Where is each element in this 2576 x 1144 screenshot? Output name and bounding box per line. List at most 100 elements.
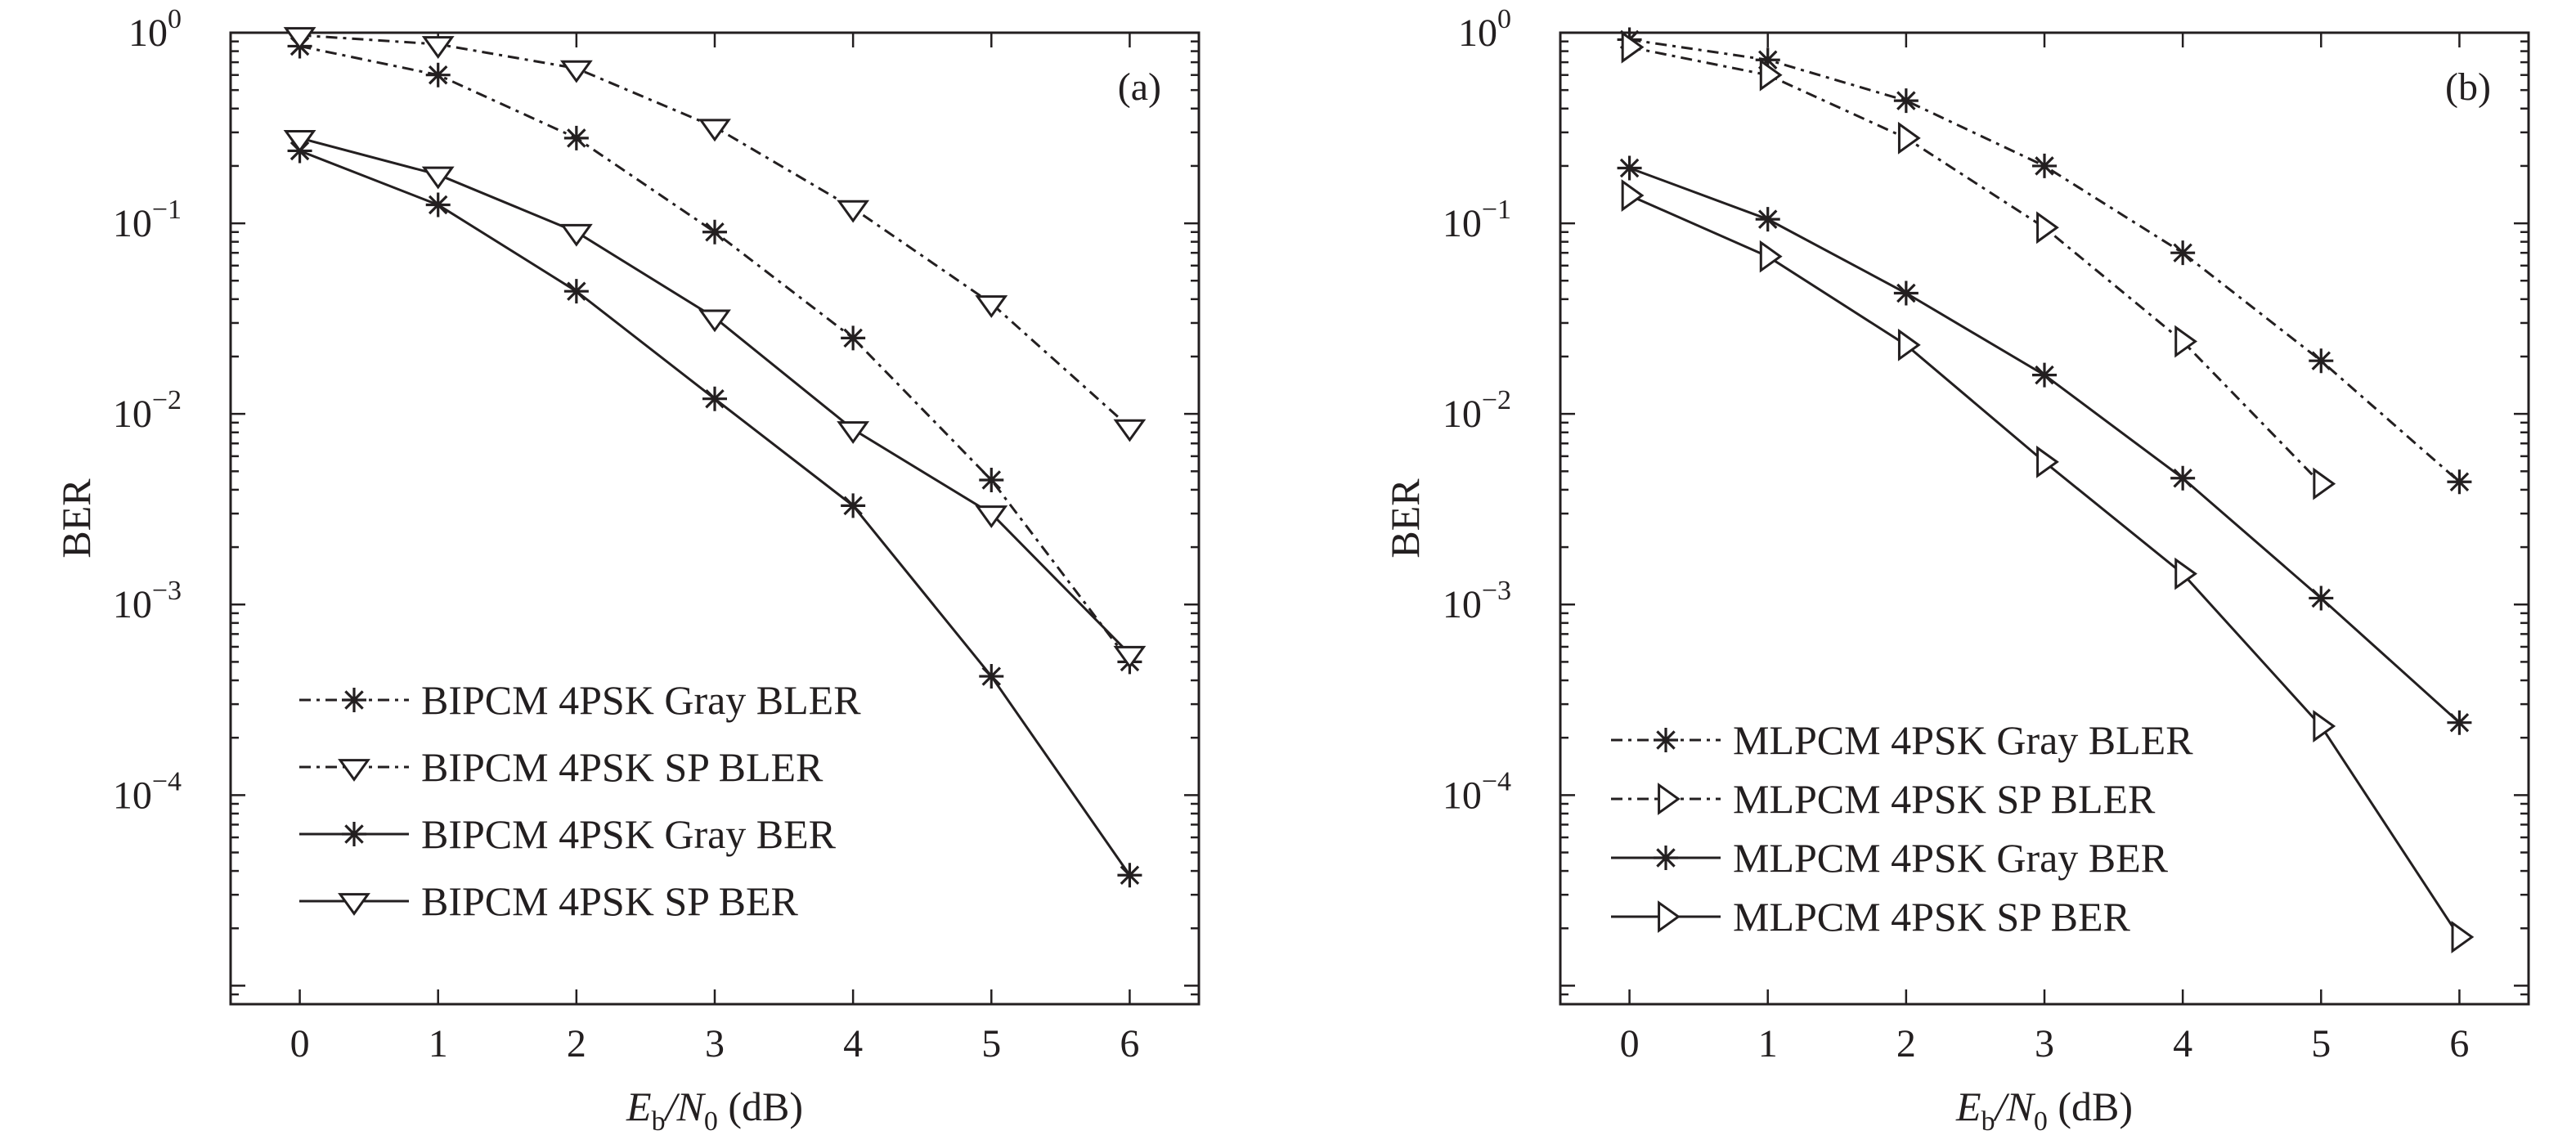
x-axis: 0 1 2 3 4 5 6 [1620,33,2469,1065]
series-bipcm-4psk-sp-bler [283,27,1147,442]
data-point [975,295,1008,318]
data-point [2036,211,2059,245]
data-point [1759,240,1783,273]
x-tick-label: 5 [981,1022,1001,1065]
y-axis-label: BER [1382,478,1428,559]
data-point [841,325,866,351]
y-tick-base: 10 [1443,202,1482,245]
legend-marker [342,822,366,846]
data-point [975,505,1008,528]
y-tick-exponent: −4 [1482,766,1511,796]
y-tick-exponent: −1 [1482,195,1511,225]
x-tick-label: 5 [2311,1022,2331,1065]
data-point [2032,362,2057,388]
legend-marker [1658,900,1681,933]
y-tick-exponent: −3 [152,576,182,606]
legend-marker [1654,728,1678,752]
series-mlpcm-4psk-sp-bler [1621,30,2336,500]
data-point [1759,58,1783,92]
x-label-sub1: b [1981,1106,1995,1137]
legend-marker [338,759,370,782]
data-point [841,493,866,518]
data-point [2451,920,2475,953]
legend-entry: MLPCM 4PSK Gray BLER [1733,717,2193,763]
data-point [837,200,870,223]
y-tick-base: 10 [113,583,152,626]
x-tick-label: 1 [1758,1022,1778,1065]
x-tick-label: 4 [843,1022,863,1065]
data-point [283,27,316,50]
data-point [1621,30,1645,64]
data-point [1113,645,1147,669]
series-mlpcm-4psk-gray-bler [1617,27,2472,495]
y-tick-exponent: −4 [152,766,182,796]
data-point [563,279,589,304]
data-point [2036,445,2059,478]
data-point [425,192,451,218]
data-point [1617,155,1642,181]
legend-entry: BIPCM 4PSK Gray BER [421,811,837,857]
legend-entry: BIPCM 4PSK SP BER [421,878,798,924]
x-tick-label: 4 [2173,1022,2192,1065]
data-point [2447,469,2472,495]
x-tick-label: 6 [2449,1022,2469,1065]
legend-entry: MLPCM 4PSK Gray BER [1733,835,2169,881]
y-tick-base: 10 [128,11,168,55]
legend-entry: MLPCM 4PSK SP BER [1733,894,2130,940]
y-tick-label: 10−3 [1443,576,1511,626]
series-bipcm-4psk-sp-ber [283,129,1147,669]
x-axis: 0 1 2 3 4 5 6 [290,33,1139,1065]
data-point [1755,47,1780,73]
data-point [2447,710,2472,735]
legend: BIPCM 4PSK Gray BLER BIPCM 4PSK SP BLER BI… [299,677,861,924]
data-point [1893,280,1919,306]
data-point [2032,153,2057,178]
x-tick-label: 3 [705,1022,725,1065]
data-point [563,125,589,150]
x-tick-label: 6 [1120,1022,1139,1065]
data-point [283,129,316,153]
legend-marker [342,688,366,712]
y-tick-exponent: 0 [168,4,182,34]
y-tick-exponent: −3 [1482,576,1511,606]
data-point [698,309,731,333]
y-tick-label: 10−2 [1443,385,1511,436]
y-tick-base: 10 [1443,393,1482,436]
x-label-sub2: 0 [704,1106,718,1137]
data-point [2174,557,2198,590]
data-point [421,36,455,59]
y-tick-base: 10 [113,393,152,436]
data-point [2170,465,2196,491]
data-point [702,386,727,411]
series-mlpcm-4psk-sp-ber [1621,179,2475,953]
y-tick-base: 10 [1458,11,1497,55]
x-axis-label: Eb/N0 (dB) [1955,1083,2133,1137]
x-label-slash: /N [1993,1083,2036,1129]
series-line [1629,46,2322,485]
y-tick-label: 100 [1458,4,1511,55]
y-tick-exponent: −2 [152,385,182,415]
data-point [1897,328,1921,361]
y-tick-exponent: 0 [1497,4,1511,34]
y-tick-label: 10−1 [113,195,182,245]
data-point [2170,240,2196,266]
x-tick-label: 0 [290,1022,310,1065]
data-point [1621,179,1645,212]
x-label-main: E [626,1083,652,1129]
plot-frame [229,31,1200,1006]
data-point [1755,207,1780,232]
y-tick-label: 100 [128,4,182,55]
y-tick-label: 10−4 [1443,766,1511,817]
data-point [1897,121,1921,155]
x-label-slash: /N [663,1083,707,1129]
x-label-sub2: 0 [2034,1106,2048,1137]
data-point [421,166,455,190]
data-point [1113,419,1147,442]
y-tick-label: 10−2 [113,385,182,436]
data-point [2313,467,2336,500]
x-tick-label: 2 [567,1022,586,1065]
panel-label: (a) [1118,65,1161,109]
data-point [425,62,451,87]
